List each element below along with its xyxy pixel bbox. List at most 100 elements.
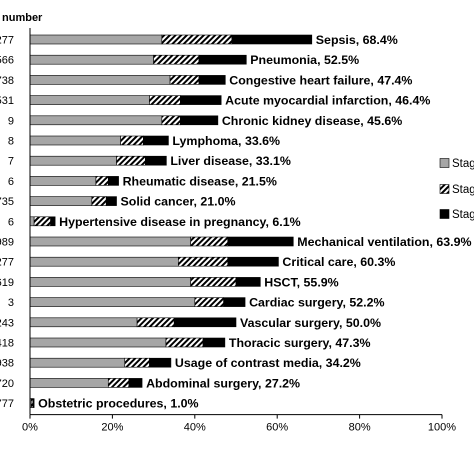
x-tick-label: 40%: [184, 422, 206, 434]
bar-label: Mechanical ventilation, 63.9%: [297, 235, 471, 249]
bar-segment-stage-1: [29, 337, 167, 348]
bar-segment-stage-3: [202, 337, 226, 348]
bar-label: Usage of contrast media, 34.2%: [175, 356, 361, 370]
bar-segment-stage-3: [105, 196, 117, 206]
bar-label: Sepsis, 68.4%: [316, 33, 398, 47]
bar-segment-stage-1: [29, 317, 138, 328]
bar-segment-stage-2: [169, 75, 200, 85]
row-n-label: 619: [0, 277, 14, 289]
bar-label: Critical care, 60.3%: [282, 255, 395, 269]
bar-segment-stage-3: [180, 115, 219, 126]
bar-segment-stage-3: [149, 357, 172, 368]
bar-segment-stage-2: [194, 297, 224, 307]
bar-segment-stage-2: [165, 337, 204, 348]
legend: Stag Stag Stag: [439, 158, 474, 221]
bar-segment-stage-1: [29, 34, 163, 45]
row-n-label: 277: [0, 35, 14, 47]
row-n-label: 566: [0, 55, 14, 67]
bar-segment-stage-1: [29, 236, 191, 247]
row-n-label: 277: [0, 257, 14, 269]
row-n-label: 938: [0, 358, 14, 370]
legend-label: Stag: [452, 158, 474, 170]
bar-label: Rheumatic disease, 21.5%: [123, 174, 277, 188]
row-n-label: 531: [0, 95, 14, 107]
row-n-label: 3: [8, 297, 14, 309]
bar-segment-stage-2: [136, 317, 175, 328]
bar-segment-stage-2: [95, 176, 109, 186]
bar-label: Cardiac surgery, 52.2%: [249, 296, 384, 310]
bar-segment-stage-3: [180, 95, 222, 105]
x-tick-label: 60%: [266, 422, 288, 434]
row-n-label: 777: [0, 398, 14, 410]
bar-segment-stage-3: [198, 54, 247, 65]
x-tick-label: 100%: [428, 422, 456, 434]
bar-segment-stage-1: [29, 115, 163, 126]
x-tick-label: 0%: [22, 422, 38, 434]
bar-label: HSCT, 55.9%: [264, 275, 338, 289]
row-n-label: 8: [8, 136, 14, 148]
bar-segment-stage-2: [153, 54, 200, 65]
bar-segment-stage-2: [149, 95, 181, 105]
bar-segment-stage-3: [143, 135, 169, 146]
row-n-label: 243: [0, 317, 14, 329]
bar-segment-stage-3: [128, 378, 143, 388]
bar-segment-stage-2: [178, 256, 229, 267]
bar-segment-stage-2: [161, 34, 233, 45]
bar-segment-stage-2: [124, 357, 150, 368]
x-tick-label: 20%: [101, 422, 123, 434]
bar-segment-stage-3: [50, 216, 56, 227]
row-n-label: 738: [0, 75, 14, 87]
legend-swatch-stage-2: [439, 184, 450, 194]
bar-label: Liver disease, 33.1%: [170, 154, 291, 168]
bar-segment-stage-3: [227, 256, 279, 267]
bar-label: Pneumonia, 52.5%: [250, 53, 359, 67]
bar-segment-stage-1: [29, 378, 109, 388]
bar-segment-stage-1: [29, 54, 154, 65]
bar-label: Thoracic surgery, 47.3%: [229, 336, 371, 350]
bar-segment-stage-3: [145, 155, 167, 166]
bar-segment-stage-2: [190, 277, 237, 287]
legend-swatch-stage-3: [439, 209, 450, 219]
bar-label: Solid cancer, 21.0%: [121, 195, 236, 209]
row-n-label: 7: [8, 156, 14, 168]
row-n-label: 9: [8, 115, 14, 127]
bar-label: Obstetric procedures, 1.0%: [38, 397, 198, 411]
row-n-label: 735: [0, 196, 14, 208]
bar-segment-stage-2: [33, 216, 51, 227]
bar-segment-stage-3: [223, 297, 246, 307]
bar-segment-stage-2: [120, 135, 144, 146]
bar-label: Congestive heart failure, 47.4%: [229, 73, 412, 87]
bar-label: Chronic kidney disease, 45.6%: [222, 114, 402, 128]
legend-label: Stag: [452, 209, 474, 221]
bar-segment-stage-1: [29, 75, 171, 85]
bar-segment-stage-2: [116, 155, 146, 166]
bar-segment-stage-1: [29, 135, 121, 146]
bar-segment-stage-2: [91, 196, 107, 206]
bar-label: Vascular surgery, 50.0%: [240, 316, 381, 330]
bar-label: Acute myocardial infarction, 46.4%: [225, 94, 430, 108]
bar-segment-stage-3: [235, 277, 261, 287]
bar-segment-stage-1: [29, 176, 97, 186]
bar-segment-stage-3: [227, 236, 294, 247]
bar-segment-stage-1: [29, 155, 117, 166]
bar-segment-stage-1: [29, 277, 191, 287]
row-n-label: 720: [0, 378, 14, 390]
bar-segment-stage-3: [198, 75, 226, 85]
bar-segment-stage-2: [190, 236, 229, 247]
bar-segment-stage-1: [29, 297, 196, 307]
x-tick-label: 80%: [349, 422, 371, 434]
bar-label: Hypertensive disease in pregnancy, 6.1%: [59, 215, 300, 229]
legend-label: Stag: [452, 184, 474, 196]
bar-segment-stage-1: [29, 357, 126, 368]
bar-segment-stage-1: [29, 256, 179, 267]
bar-segment-stage-3: [32, 398, 35, 408]
row-n-label: 6: [8, 176, 14, 188]
bar-label: Lymphoma, 33.6%: [172, 134, 280, 148]
bar-segment-stage-1: [29, 95, 150, 105]
bar-segment-stage-3: [173, 317, 237, 328]
bar-segment-stage-3: [231, 34, 313, 45]
bar-segment-stage-1: [29, 216, 35, 227]
bar-segment-stage-2: [161, 115, 181, 126]
legend-swatch-stage-1: [439, 158, 450, 168]
bar-segment-stage-3: [107, 176, 119, 186]
